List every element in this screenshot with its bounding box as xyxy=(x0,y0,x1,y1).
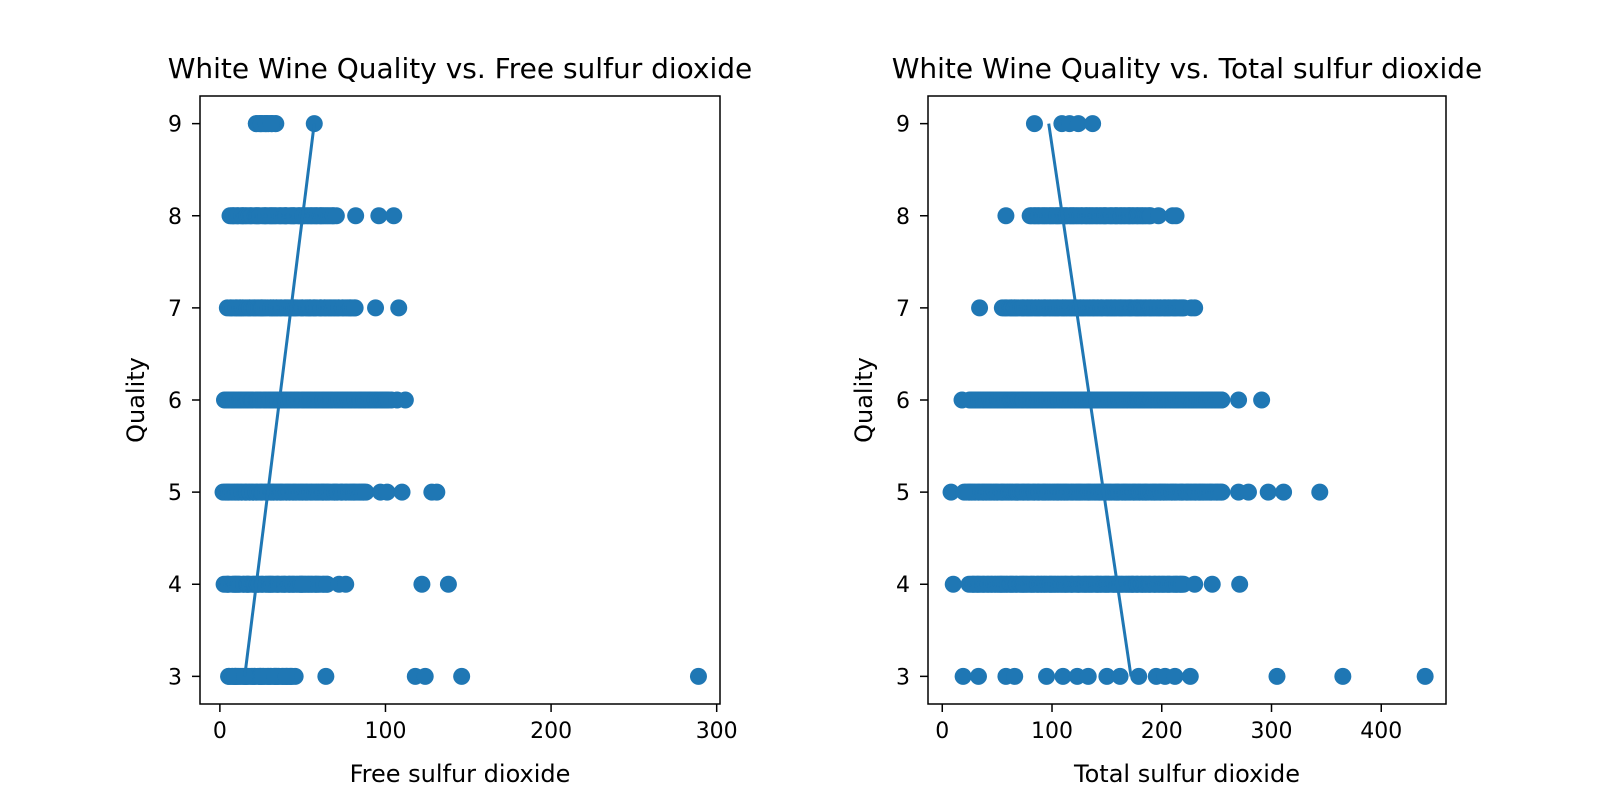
data-points xyxy=(942,115,1434,685)
scatter-point xyxy=(944,575,962,593)
x-tick-label: 100 xyxy=(1031,719,1073,744)
scatter-point xyxy=(390,299,408,317)
scatter-point xyxy=(953,391,971,409)
scatter-point xyxy=(969,667,987,685)
x-tick-label: 0 xyxy=(935,719,949,744)
scatter-point xyxy=(1025,115,1043,133)
data-points xyxy=(214,115,707,685)
scatter-point xyxy=(1038,667,1056,685)
scatter-point xyxy=(1006,667,1024,685)
y-tick-label: 4 xyxy=(168,573,182,598)
scatter-point xyxy=(294,575,312,593)
scatter-point xyxy=(971,299,989,317)
y-tick-label: 5 xyxy=(896,481,910,506)
trend-line xyxy=(243,123,316,677)
scatter-point xyxy=(1268,667,1286,685)
x-tick-label: 100 xyxy=(364,719,406,744)
scatter-point xyxy=(1149,207,1167,225)
scatter-point xyxy=(1230,391,1248,409)
x-tick-label: 400 xyxy=(1360,719,1402,744)
y-tick-label: 6 xyxy=(168,389,182,414)
scatter-point xyxy=(1259,483,1277,501)
scatter-point xyxy=(385,207,403,225)
scatter-point xyxy=(1182,299,1200,317)
x-tick-label: 200 xyxy=(530,719,572,744)
scatter-point xyxy=(318,575,336,593)
y-axis-label: Quality xyxy=(122,357,150,443)
scatter-point xyxy=(327,207,345,225)
x-axis-label: Total sulfur dioxide xyxy=(1073,760,1300,788)
scatter-point xyxy=(1239,483,1257,501)
scatter-point xyxy=(370,207,388,225)
scatter-point xyxy=(396,391,414,409)
scatter-point xyxy=(337,575,355,593)
scatter-point xyxy=(317,667,335,685)
scatter-point xyxy=(367,299,385,317)
scatter-point xyxy=(689,667,707,685)
y-tick-label: 4 xyxy=(896,573,910,598)
scatter-point xyxy=(357,483,375,501)
x-tick-label: 200 xyxy=(1141,719,1183,744)
y-tick-label: 3 xyxy=(168,665,182,690)
y-tick-label: 7 xyxy=(168,297,182,322)
x-tick-label: 0 xyxy=(213,719,227,744)
scatter-point xyxy=(277,667,295,685)
scatter-point xyxy=(1213,391,1231,409)
y-tick-label: 7 xyxy=(896,297,910,322)
scatter-point xyxy=(1231,575,1249,593)
scatter-point xyxy=(1253,391,1271,409)
scatter-point xyxy=(393,483,411,501)
y-tick-label: 5 xyxy=(168,481,182,506)
scatter-point xyxy=(1069,115,1087,133)
y-tick-label: 3 xyxy=(896,665,910,690)
scatter-point xyxy=(416,667,434,685)
y-tick-label: 9 xyxy=(896,113,910,138)
scatter-point xyxy=(347,207,365,225)
scatter-point xyxy=(413,575,431,593)
y-tick-label: 6 xyxy=(896,389,910,414)
scatter-point xyxy=(346,299,364,317)
scatter-point xyxy=(439,575,457,593)
x-tick-label: 300 xyxy=(1251,719,1293,744)
scatter-point xyxy=(1079,667,1097,685)
scatter-point xyxy=(1166,667,1184,685)
scatter-point xyxy=(1111,667,1129,685)
scatter-point xyxy=(1186,575,1204,593)
trend-line xyxy=(1047,123,1133,677)
scatter-point xyxy=(1054,667,1072,685)
x-axis-label: Free sulfur dioxide xyxy=(350,760,571,788)
y-tick-label: 8 xyxy=(168,205,182,230)
x-tick-label: 300 xyxy=(696,719,738,744)
scatter-point xyxy=(1275,483,1293,501)
scatter-point xyxy=(997,207,1015,225)
y-tick-label: 8 xyxy=(896,205,910,230)
scatter-point xyxy=(1084,115,1102,133)
scatter-point xyxy=(1167,207,1185,225)
scatter-point xyxy=(955,483,973,501)
scatter-point xyxy=(1334,667,1352,685)
scatter-point xyxy=(453,667,471,685)
chart-title: White Wine Quality vs. Free sulfur dioxi… xyxy=(168,52,753,85)
scatter-point xyxy=(1203,575,1221,593)
scatter-point xyxy=(1098,667,1116,685)
chart-panel-2: White Wine Quality vs. Total sulfur diox… xyxy=(850,52,1482,788)
scatter-point xyxy=(1181,667,1199,685)
scatter-point xyxy=(942,483,960,501)
scatter-point xyxy=(1130,667,1148,685)
scatter-point xyxy=(428,483,446,501)
y-tick-label: 9 xyxy=(168,113,182,138)
scatter-point xyxy=(1311,483,1329,501)
scatter-point xyxy=(1416,667,1434,685)
scatter-point xyxy=(1213,483,1231,501)
chart-title: White Wine Quality vs. Total sulfur diox… xyxy=(892,52,1483,85)
scatter-point xyxy=(262,115,280,133)
scatter-point xyxy=(378,483,396,501)
y-axis-label: Quality xyxy=(850,357,878,443)
chart-panel-1: White Wine Quality vs. Free sulfur dioxi… xyxy=(122,52,752,788)
scatter-point xyxy=(954,667,972,685)
